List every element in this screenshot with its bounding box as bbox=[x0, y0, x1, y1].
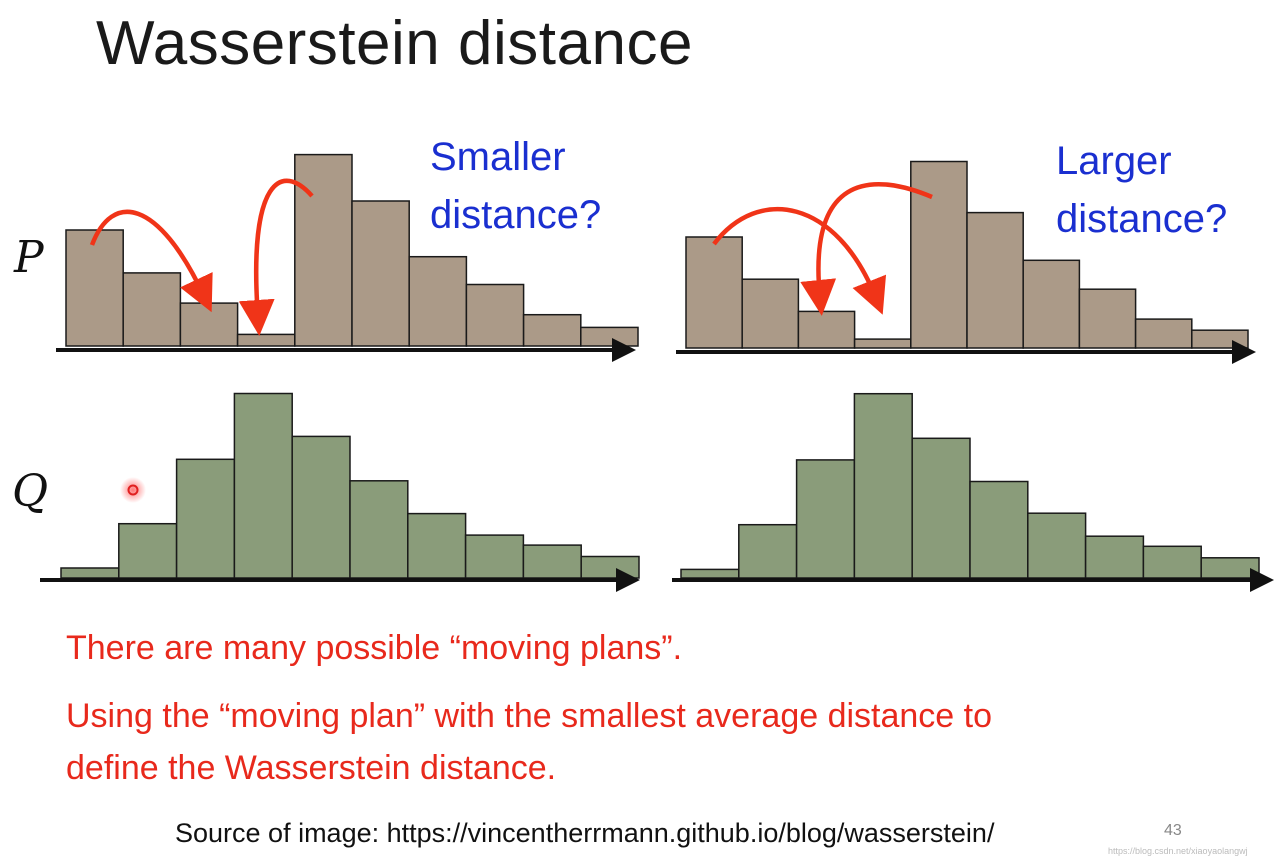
callout-smaller-line2: distance? bbox=[430, 193, 602, 237]
p-label: P bbox=[14, 232, 44, 283]
move-arrow-1 bbox=[89, 209, 213, 313]
bar-q-right-9 bbox=[1142, 545, 1202, 579]
move-arrow-3 bbox=[712, 206, 887, 315]
bar-q-left-5 bbox=[291, 435, 351, 579]
bar-q-right-5 bbox=[911, 437, 971, 579]
bar-q-left-8 bbox=[464, 534, 525, 579]
bar-p-right-9 bbox=[1134, 318, 1193, 349]
bar-q-right-3 bbox=[795, 459, 856, 579]
bar-q-left-7 bbox=[407, 512, 467, 579]
source-citation: Source of image: https://vincentherrmann… bbox=[175, 818, 995, 848]
slide-title: Wasserstein distance bbox=[96, 9, 693, 78]
bar-p-left-5 bbox=[294, 153, 353, 347]
histogram-q-right bbox=[680, 392, 1260, 579]
bar-p-right-7 bbox=[1022, 259, 1081, 349]
bar-p-left-9 bbox=[522, 313, 582, 347]
bar-p-right-3 bbox=[797, 310, 856, 349]
note-line-1: There are many possible “moving plans”. bbox=[66, 629, 683, 667]
bar-p-left-2 bbox=[122, 272, 182, 347]
histogram-diagram bbox=[40, 153, 1274, 592]
bar-q-right-10 bbox=[1200, 557, 1260, 579]
bar-p-right-6 bbox=[966, 211, 1024, 349]
bar-q-right-2 bbox=[738, 523, 798, 579]
watermark: https://blog.csdn.net/xiaoyaolangwj bbox=[1108, 846, 1248, 856]
histogram-p-right bbox=[685, 160, 1249, 349]
bar-q-left-6 bbox=[349, 480, 409, 579]
page-number: 43 bbox=[1164, 822, 1182, 839]
bar-q-right-4 bbox=[853, 392, 913, 579]
bar-p-right-2 bbox=[741, 278, 800, 349]
note-line-2: Using the “moving plan” with the smalles… bbox=[66, 697, 993, 735]
note-line-3: define the Wasserstein distance. bbox=[66, 749, 557, 787]
histogram-q-left bbox=[60, 392, 640, 579]
bar-q-right-7 bbox=[1027, 512, 1087, 579]
bar-q-right-8 bbox=[1084, 535, 1145, 579]
bar-q-left-9 bbox=[522, 544, 582, 579]
bar-p-right-4 bbox=[853, 338, 912, 349]
bar-p-left-1 bbox=[65, 229, 124, 347]
bar-q-left-1 bbox=[60, 567, 120, 579]
bar-p-right-1 bbox=[685, 236, 743, 349]
move-arrow-2 bbox=[238, 178, 314, 336]
bar-p-right-5 bbox=[910, 160, 968, 349]
bar-q-right-6 bbox=[969, 480, 1029, 579]
bar-p-left-7 bbox=[408, 255, 468, 347]
bar-q-left-10 bbox=[580, 555, 640, 579]
bar-p-left-4 bbox=[236, 333, 296, 347]
callout-larger: Larger distance? bbox=[1056, 132, 1227, 248]
callout-smaller-line1: Smaller bbox=[430, 135, 566, 179]
q-label: Q bbox=[12, 466, 49, 517]
bar-q-left-2 bbox=[118, 522, 178, 579]
cursor-highlight-icon bbox=[120, 477, 146, 503]
move-arrow-4 bbox=[800, 182, 933, 316]
bar-p-left-8 bbox=[465, 283, 525, 347]
bar-p-left-3 bbox=[179, 302, 239, 347]
bar-q-right-1 bbox=[680, 568, 740, 579]
callout-larger-line1: Larger bbox=[1056, 139, 1172, 183]
bar-p-right-8 bbox=[1078, 288, 1137, 349]
bar-p-left-6 bbox=[351, 200, 410, 347]
cursor-dot-icon bbox=[127, 484, 139, 496]
callout-larger-line2: distance? bbox=[1056, 197, 1228, 241]
bar-p-left-10 bbox=[580, 326, 639, 347]
callout-smaller: Smaller distance? bbox=[430, 128, 601, 244]
bar-q-left-3 bbox=[175, 458, 236, 579]
histogram-p-left bbox=[65, 153, 639, 347]
bar-q-left-4 bbox=[233, 392, 293, 579]
bar-p-right-10 bbox=[1191, 329, 1249, 349]
